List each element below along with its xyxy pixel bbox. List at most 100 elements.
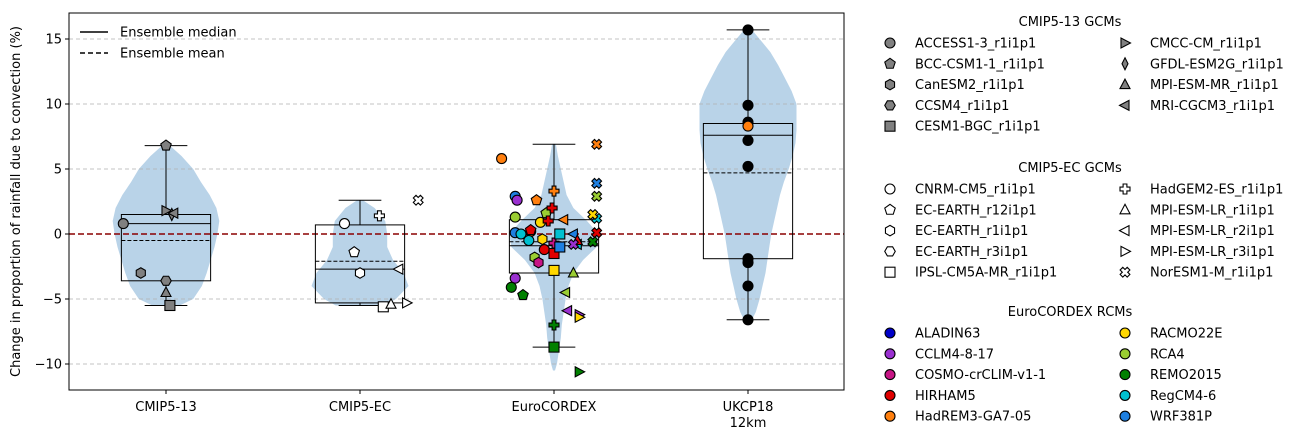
y-tick-label: −5: [43, 293, 62, 308]
legend-label: HadREM3-GA7-05: [915, 410, 1031, 425]
point-eurocordex: [574, 311, 586, 324]
legend-label: MPI-ESM-LR_r3i1p1: [1150, 245, 1275, 260]
iqr-box: [314, 224, 406, 304]
model-legends: CMIP5-13 GCMs ACCESS1-3_r1i1p1 BCC-CSM1-1_…: [884, 15, 1284, 425]
y-axis: −10 −5 0 5 10 15: [35, 33, 69, 373]
point-eurocordex: [548, 247, 560, 260]
legend-label: Ensemble mean: [120, 47, 225, 62]
plot-frame: [68, 12, 845, 391]
legend-label: MPI-ESM-LR_r1i1p1: [1150, 203, 1275, 218]
legend-label: CNRM-CM5_r1i1p1: [915, 183, 1036, 198]
legend-label: EC-EARTH_r3i1p1: [915, 245, 1028, 260]
legend-marker: [884, 183, 896, 195]
point-eurocordex: [548, 264, 560, 276]
legend-marker: [1120, 37, 1132, 49]
point-eurocordex: [509, 211, 521, 223]
legend-label: GFDL-ESM2G_r1i1p1: [1150, 57, 1284, 72]
box-1: [314, 199, 406, 306]
legend-marker: [884, 78, 896, 91]
point-eurocordex: [517, 288, 529, 301]
legend-title: EuroCORDEX RCMs: [1008, 305, 1133, 320]
point-eurocordex: [554, 241, 566, 253]
point-eurocordex: [548, 185, 560, 197]
point-eurocordex: [511, 194, 523, 206]
point-eurocordex: [537, 233, 548, 246]
legend-marker: [884, 37, 896, 49]
x-tick-label: CMIP5-EC: [329, 400, 391, 415]
legend-label: EC-EARTH_r1i1p1: [915, 224, 1028, 239]
legend-label: NorESM1-M_r1i1p1: [1150, 266, 1273, 281]
legend-group-1: CMIP5-EC GCMs CNRM-CM5_r1i1p1 EC-EARTH_r12…: [884, 161, 1283, 281]
y-tick-label: 5: [54, 163, 62, 178]
point-ukcp18: [742, 24, 754, 36]
legend-label: CCSM4_r1i1p1: [915, 99, 1009, 114]
legend-label: RCA4: [1150, 347, 1185, 362]
point-eurocordex: [567, 238, 580, 251]
legend-marker: [884, 224, 896, 237]
legend-marker: [1121, 56, 1129, 72]
point-cmip5-ec: [338, 218, 351, 230]
point-eurocordex: [546, 202, 558, 214]
legend-marker: [884, 389, 896, 401]
point-eurocordex: [587, 208, 599, 221]
point-eurocordex: [591, 138, 603, 150]
point-eurocordex: [554, 228, 566, 240]
point-eurocordex: [567, 266, 580, 278]
legend-marker: [1119, 389, 1131, 401]
violin-0: [112, 145, 220, 306]
legend-title: CMIP5-EC GCMs: [1018, 161, 1122, 176]
y-axis-label: Change in proportion of rainfall due to …: [9, 26, 24, 377]
legend-group-2: EuroCORDEX RCMs ALADIN63 CCLM4-8-17 COSMO-c…: [884, 305, 1222, 425]
legend-marker: [1119, 327, 1131, 339]
point-ukcp18: [742, 280, 754, 292]
legend-label: REMO2015: [1150, 368, 1222, 383]
point-ukcp18: [742, 314, 754, 326]
legend-marker: [1119, 410, 1131, 422]
legend-marker: [1119, 348, 1131, 360]
legend-marker: [884, 348, 896, 360]
point-ukcp18: [742, 99, 754, 111]
y-tick-label: 0: [54, 228, 62, 243]
legend-label: BCC-CSM1-1_r1i1p1: [915, 57, 1045, 72]
point-eurocordex: [523, 234, 535, 247]
point-eurocordex: [548, 341, 560, 353]
point-cmip5-13: [160, 275, 172, 286]
point-ukcp18: [742, 134, 754, 146]
legend-marker: [884, 120, 896, 132]
legend-marker: [1119, 266, 1131, 278]
legend-title: CMIP5-13 GCMs: [1019, 15, 1122, 30]
legend-marker: [884, 410, 896, 422]
point-eurocordex: [542, 215, 554, 227]
legend-marker: [884, 369, 896, 381]
point-eurocordex: [496, 153, 508, 165]
point-eurocordex: [530, 194, 543, 206]
legend-label: MRI-CGCM3_r1i1p1: [1150, 99, 1275, 114]
legend-label: HIRHAM5: [915, 389, 976, 404]
legend-label: RACMO22E: [1150, 327, 1222, 342]
x-tick-sublabel: 12km: [730, 416, 767, 431]
point-eurocordex: [560, 304, 573, 317]
legend-marker: [884, 266, 896, 278]
legend-group-0: CMIP5-13 GCMs ACCESS1-3_r1i1p1 BCC-CSM1-1_…: [884, 15, 1284, 135]
legend-label: MPI-ESM-LR_r2i1p1: [1150, 224, 1275, 239]
point-eurocordex: [509, 272, 521, 284]
legend-marker: [1118, 224, 1130, 237]
point-cmip5-ec: [354, 267, 366, 279]
legend-label: EC-EARTH_r12i1p1: [915, 203, 1037, 218]
x-tick-label: EuroCORDEX: [512, 400, 597, 415]
legend-label: COSMO-crCLIM-v1-1: [915, 368, 1046, 383]
legend-label: CESM1-BGC_r1i1p1: [915, 120, 1041, 135]
legend-marker: [884, 246, 896, 257]
legend-marker: [1119, 369, 1131, 381]
point-eurocordex: [533, 256, 544, 269]
point-eurocordex: [587, 236, 599, 248]
legend-label: CanESM2_r1i1p1: [915, 78, 1025, 93]
violins: [112, 29, 797, 371]
legend-marker: [1120, 245, 1132, 258]
legend-marker: [884, 100, 896, 111]
point-eurocordex: [558, 286, 571, 299]
legend-marker: [1119, 77, 1131, 90]
legend-marker: [1119, 203, 1131, 215]
